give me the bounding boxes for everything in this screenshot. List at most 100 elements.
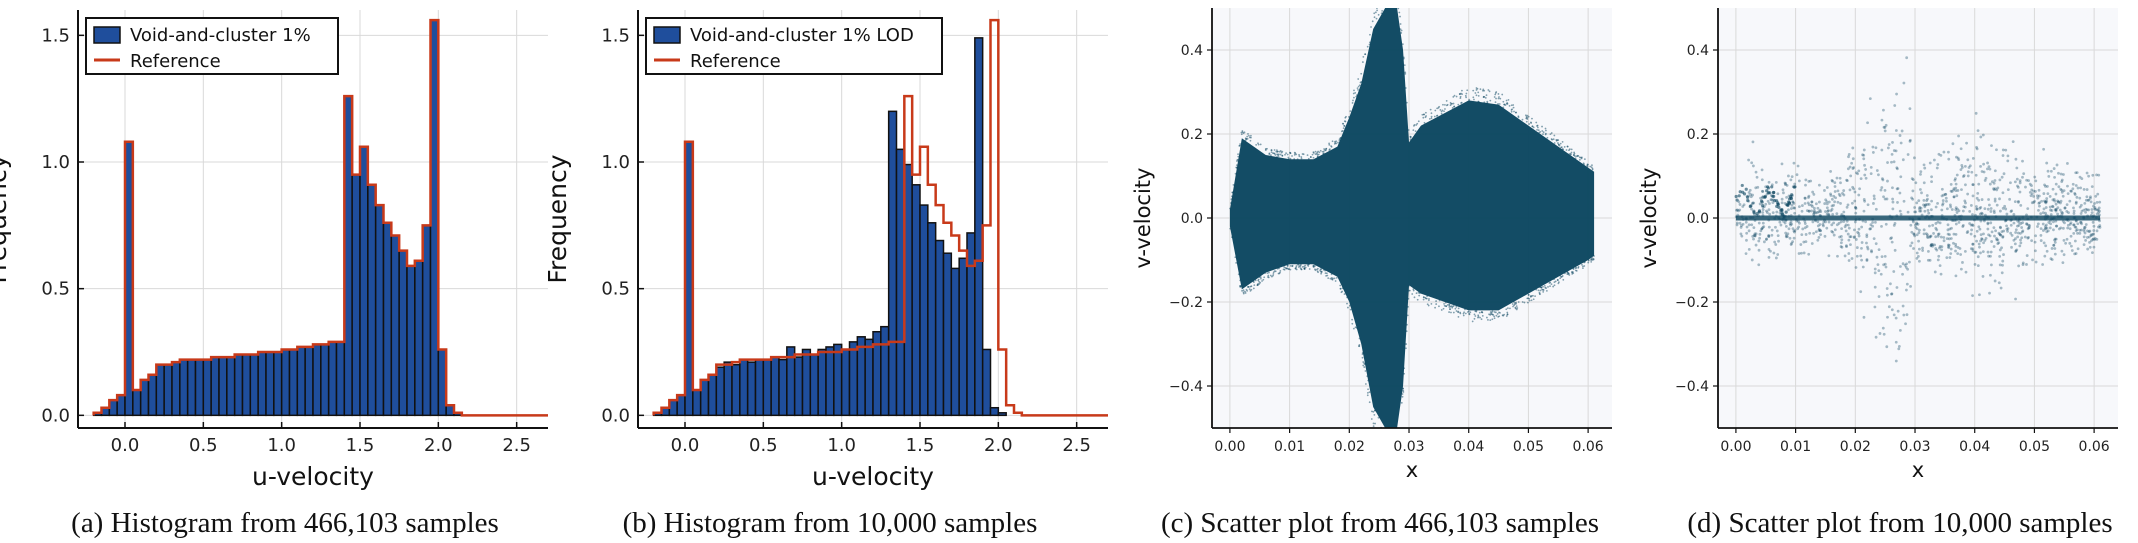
scatter-point (1247, 134, 1250, 137)
scatter-point (1768, 202, 1771, 205)
scatter-point (2069, 221, 2073, 225)
scatter-point (1291, 265, 1294, 268)
scatter-point (1312, 156, 1315, 159)
scatter-point (1819, 233, 1823, 237)
scatter-point (2033, 249, 2037, 253)
scatter-point (2029, 215, 2033, 219)
scatter-point (1949, 252, 1953, 256)
scatter-point (1803, 222, 1807, 225)
scatter-point (1559, 274, 1562, 277)
scatter-point (1749, 216, 1753, 219)
scatter-point (2083, 226, 2086, 229)
scatter-point (1517, 116, 1520, 119)
scatter-point (2049, 219, 2052, 223)
scatter-point (1239, 143, 1242, 145)
scatter-point (2003, 204, 2007, 208)
scatter-point (1985, 215, 1989, 219)
scatter-point (1367, 388, 1369, 391)
scatter-point (1904, 288, 1908, 292)
scatter-point (2096, 192, 2100, 196)
scatter-point (1831, 230, 1835, 234)
scatter-point (2087, 208, 2091, 212)
scatter-point (1749, 192, 1752, 196)
scatter-point (2017, 217, 2021, 220)
scatter-point (2078, 231, 2082, 235)
scatter-point (1453, 94, 1456, 97)
scatter-point (1776, 234, 1780, 238)
scatter-point (1886, 161, 1889, 164)
scatter-point (1956, 252, 1960, 256)
scatter-point (1936, 234, 1940, 238)
scatter-point (2030, 192, 2034, 196)
scatter-point (2027, 223, 2030, 227)
scatter-point (1784, 218, 1788, 222)
scatter-point (1591, 164, 1593, 167)
scatter-point (1473, 98, 1475, 101)
histogram-bar (809, 353, 819, 417)
scatter-point (1807, 252, 1811, 256)
scatter-point (1942, 236, 1946, 239)
scatter-point (1979, 233, 1983, 237)
scatter-point (1339, 284, 1342, 287)
scatter-point (1873, 197, 1876, 201)
scatter-point (1402, 391, 1405, 393)
scatter-point (1940, 248, 1943, 252)
scatter-point (2038, 201, 2042, 205)
scatter-point (1246, 135, 1249, 138)
scatter-point (1752, 233, 1756, 237)
scatter-point (1406, 314, 1409, 317)
scatter-point (1257, 284, 1259, 286)
scatter-point (1829, 194, 1833, 197)
scatter-point (2094, 216, 2098, 219)
scatter-point (1246, 137, 1249, 140)
scatter-point (1930, 199, 1933, 203)
scatter-point (2091, 238, 2095, 241)
scatter-point (1333, 143, 1336, 145)
scatter-point (1882, 332, 1886, 336)
scatter-point (1913, 206, 1917, 209)
scatter-point (1905, 262, 1908, 266)
scatter-point (1373, 409, 1376, 412)
scatter-point (1318, 151, 1321, 154)
scatter-point (1866, 121, 1869, 125)
scatter-point (1281, 154, 1284, 157)
scatter-point (1559, 142, 1562, 145)
scatter-point (1872, 194, 1876, 198)
histogram-bar (762, 358, 772, 417)
scatter-point (1306, 154, 1309, 157)
scatter-point (2091, 237, 2095, 241)
scatter-point (1925, 214, 1929, 218)
scatter-point (1753, 219, 1757, 222)
scatter-point (2042, 207, 2046, 211)
scatter-point (1430, 115, 1433, 118)
scatter-point (1811, 205, 1814, 208)
scatter-point (1954, 244, 1958, 248)
scatter-point (1502, 100, 1505, 103)
scatter-point (2053, 175, 2056, 179)
scatter-point (1434, 306, 1436, 309)
scatter-point (2058, 214, 2062, 218)
scatter-point (1885, 293, 1889, 297)
scatter-point (1750, 202, 1754, 206)
scatter-point (1874, 242, 1878, 246)
scatter-point (1580, 156, 1582, 159)
scatter-point (2095, 229, 2099, 233)
scatter-point (1954, 218, 1958, 222)
scatter-point (1864, 168, 1868, 171)
scatter-point (2059, 226, 2063, 230)
scatter-point (1868, 97, 1872, 101)
scatter-point (1761, 211, 1765, 214)
scatter-point (2065, 203, 2069, 207)
scatter-point (1845, 219, 1849, 223)
scatter-point (1761, 221, 1765, 225)
scatter-point (1756, 185, 1760, 189)
scatter-point (1418, 292, 1421, 295)
scatter-point (1923, 205, 1927, 209)
scatter-point (1358, 345, 1360, 347)
scatter-point (1899, 212, 1903, 216)
scatter-point (2001, 154, 2005, 157)
scatter-point (1926, 233, 1929, 237)
scatter-point (1491, 313, 1494, 316)
scatter-point (1481, 89, 1484, 92)
scatter-point (2074, 171, 2078, 175)
